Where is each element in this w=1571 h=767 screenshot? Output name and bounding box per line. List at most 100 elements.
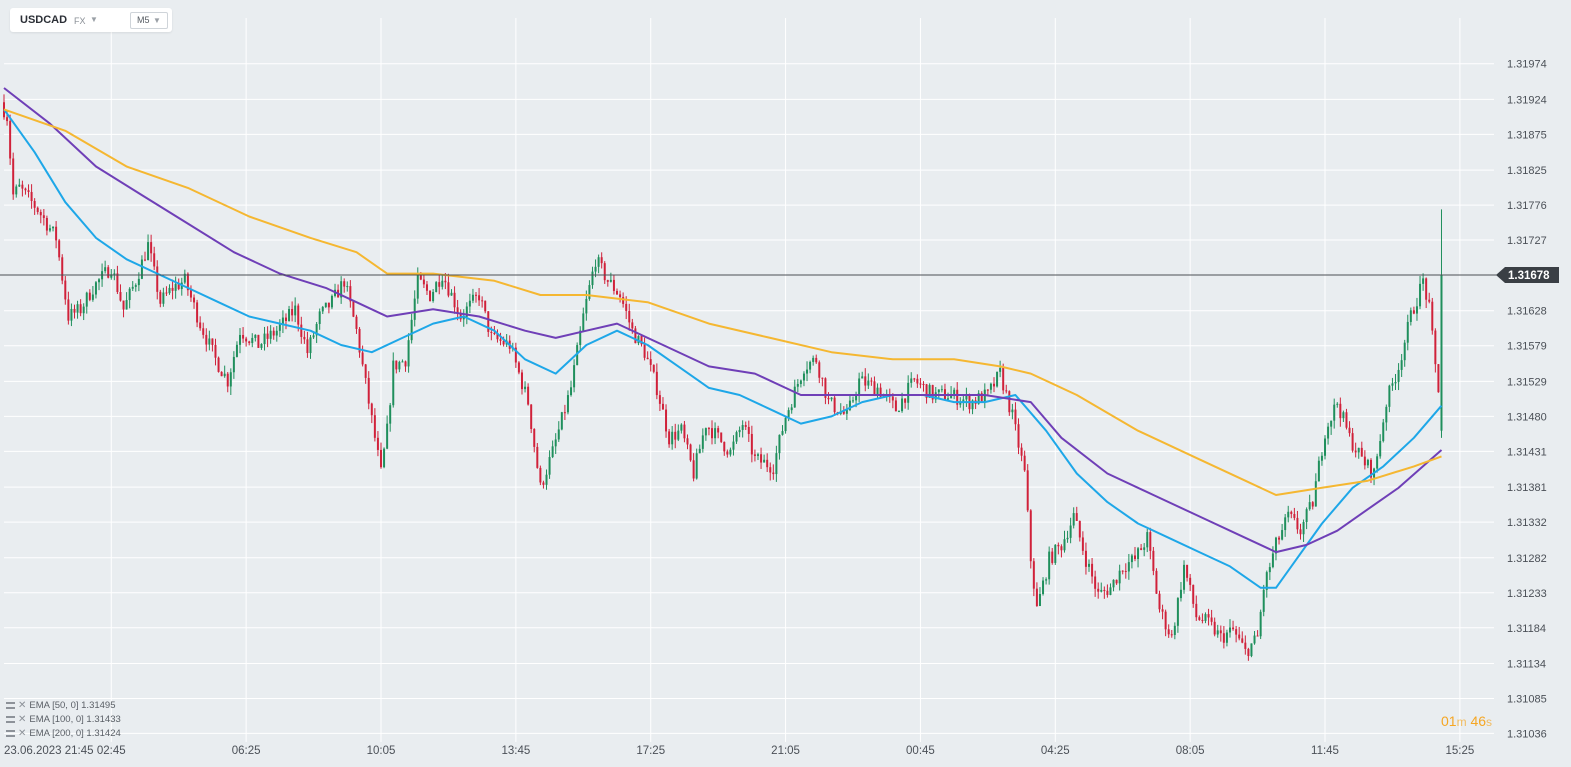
candle-up	[1271, 553, 1274, 568]
candle-down	[1121, 570, 1124, 572]
y-tick-label: 1.31233	[1507, 588, 1547, 600]
candle-up	[1419, 283, 1422, 307]
candle-down	[404, 361, 407, 367]
y-tick-label: 1.31381	[1507, 482, 1547, 494]
indicator-label: EMA [50, 0] 1.31495	[29, 700, 116, 711]
x-tick-label: 00:45	[906, 745, 935, 757]
candle-down	[1023, 455, 1026, 471]
candle-down	[266, 333, 269, 339]
candle-down	[1005, 390, 1008, 392]
candle-up	[413, 298, 416, 320]
settings-icon[interactable]	[6, 702, 15, 709]
indicator-ema200[interactable]: ✕ EMA [200, 0] 1.31424	[6, 727, 121, 740]
candle-up	[1259, 611, 1262, 637]
candle-down	[502, 340, 505, 345]
candle-down	[894, 400, 897, 412]
x-tick-label: 06:25	[232, 745, 261, 757]
candle-up	[401, 361, 404, 363]
candle-down	[1140, 548, 1143, 550]
candle-up	[861, 376, 864, 379]
candle-down	[1029, 510, 1032, 562]
candle-down	[563, 412, 566, 414]
candle-down	[1170, 634, 1173, 636]
candle-down	[1369, 459, 1372, 478]
settings-icon[interactable]	[6, 730, 15, 737]
candle-up	[1376, 456, 1379, 469]
candle-up	[1143, 547, 1146, 550]
candle-up	[131, 286, 134, 289]
candle-down	[242, 334, 245, 339]
candle-down	[364, 364, 367, 378]
indicator-ema100[interactable]: ✕ EMA [100, 0] 1.31433	[6, 713, 121, 726]
candle-down	[1247, 648, 1250, 657]
chevron-down-icon[interactable]: ▼	[90, 15, 98, 24]
candle-up	[113, 273, 116, 275]
candle-up	[1330, 420, 1333, 427]
candle-up	[781, 431, 784, 435]
close-icon[interactable]: ✕	[18, 700, 27, 711]
candle-down	[833, 397, 836, 413]
candle-down	[520, 372, 523, 390]
candle-down	[643, 344, 646, 358]
candle-up	[852, 400, 855, 402]
candle-up	[223, 373, 226, 377]
candle-down	[747, 426, 750, 434]
candle-up	[140, 259, 143, 279]
candle-up	[104, 267, 107, 272]
candle-down	[303, 336, 306, 340]
candle-down	[744, 425, 747, 427]
candle-down	[720, 432, 723, 442]
candle-up	[1342, 412, 1345, 419]
candle-down	[631, 322, 634, 329]
candle-up	[738, 429, 741, 433]
candle-down	[422, 279, 425, 285]
y-tick-label: 1.31579	[1507, 341, 1547, 353]
candle-up	[1072, 513, 1075, 526]
candle-up	[1336, 403, 1339, 405]
y-tick-label: 1.31134	[1507, 658, 1546, 670]
candle-up	[959, 402, 962, 405]
candle-down	[723, 441, 726, 452]
candle-down	[661, 403, 664, 410]
candle-down	[913, 378, 916, 380]
candle-down	[67, 299, 70, 321]
candle-up	[435, 282, 438, 292]
candle-down	[358, 328, 361, 353]
candle-up	[1403, 342, 1406, 361]
candle-up	[278, 324, 281, 331]
candle-up	[566, 395, 569, 413]
candle-down	[717, 428, 720, 433]
candle-down	[496, 333, 499, 340]
candle-down	[753, 454, 756, 456]
close-icon[interactable]: ✕	[18, 714, 27, 725]
candle-up	[1385, 406, 1388, 423]
candle-up	[591, 271, 594, 286]
candle-down	[438, 282, 441, 287]
candle-up	[383, 448, 386, 468]
candle-down	[1035, 588, 1038, 607]
settings-icon[interactable]	[6, 716, 15, 723]
timeframe-selector[interactable]: M5 ▼	[130, 12, 168, 29]
timeframe-label: M5	[137, 15, 150, 25]
candle-up	[1265, 572, 1268, 590]
indicator-ema50[interactable]: ✕ EMA [50, 0] 1.31495	[6, 699, 115, 712]
candle-up	[962, 399, 965, 403]
candle-down	[220, 371, 223, 377]
candle-down	[352, 301, 355, 317]
candle-up	[867, 380, 870, 386]
candle-down	[64, 280, 67, 300]
candle-up	[465, 306, 468, 317]
candle-up	[183, 273, 186, 283]
candle-down	[1437, 364, 1440, 393]
close-icon[interactable]: ✕	[18, 728, 27, 739]
candle-down	[42, 215, 45, 218]
candle-up	[557, 429, 560, 440]
candle-up	[1054, 544, 1057, 563]
candle-up	[1382, 422, 1385, 442]
symbol-selector[interactable]: USDCAD FX ▼ M5 ▼	[10, 8, 172, 32]
candle-down	[640, 336, 643, 345]
candle-down	[1345, 412, 1348, 428]
candle-up	[1357, 447, 1360, 453]
candle-up	[1109, 587, 1112, 595]
